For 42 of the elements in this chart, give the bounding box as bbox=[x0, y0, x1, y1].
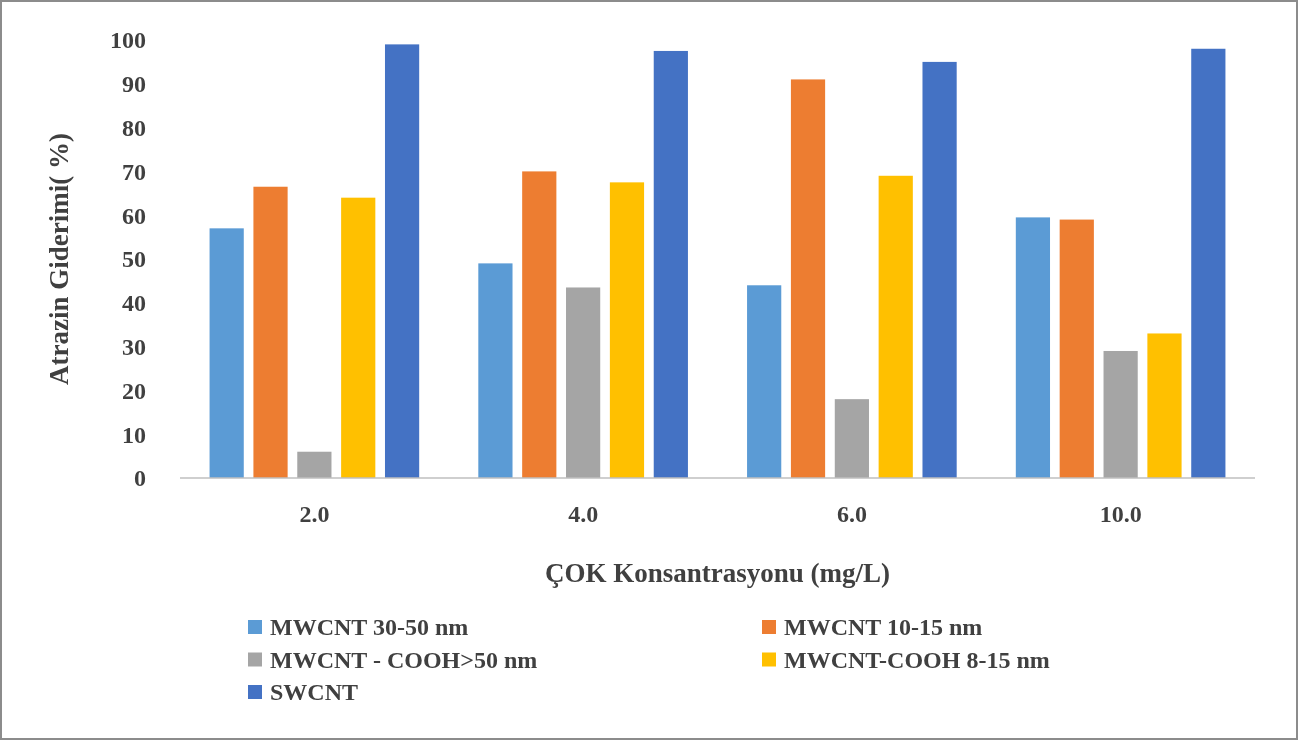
bar bbox=[1015, 217, 1051, 478]
bar bbox=[522, 171, 557, 478]
legend-label: MWCNT 30-50 nm bbox=[270, 614, 469, 641]
bar bbox=[297, 451, 332, 478]
bar bbox=[209, 228, 244, 478]
bar bbox=[609, 182, 645, 478]
y-axis-title: Atrazin Giderimi( %) bbox=[44, 133, 74, 385]
bar bbox=[878, 175, 913, 478]
bar bbox=[653, 50, 688, 478]
y-tick-label: 70 bbox=[122, 158, 146, 185]
y-tick-label: 20 bbox=[122, 377, 146, 404]
bar bbox=[566, 287, 601, 478]
bar bbox=[747, 285, 782, 478]
bar bbox=[1191, 48, 1226, 478]
bar bbox=[253, 186, 288, 478]
x-tick-label: 2.0 bbox=[299, 501, 330, 527]
y-tick-label: 50 bbox=[122, 246, 146, 273]
bar bbox=[1059, 219, 1094, 478]
x-tick-label: 10.0 bbox=[1099, 501, 1142, 527]
y-tick-label: 10 bbox=[122, 421, 146, 448]
x-tick-label: 6.0 bbox=[836, 501, 867, 527]
bar bbox=[478, 263, 513, 478]
y-tick-label: 40 bbox=[122, 290, 146, 317]
bar bbox=[384, 44, 420, 478]
y-tick-label: 30 bbox=[122, 334, 146, 360]
legend-label: SWCNT bbox=[270, 679, 359, 706]
bar bbox=[1103, 350, 1138, 478]
legend-label: MWCNT - COOH>50 nm bbox=[270, 646, 538, 673]
y-tick-label: 100 bbox=[110, 27, 146, 54]
bar bbox=[1147, 333, 1182, 478]
y-tick-label: 60 bbox=[122, 202, 146, 229]
bar bbox=[834, 399, 869, 478]
bar bbox=[790, 79, 826, 478]
y-tick-label: 90 bbox=[122, 71, 146, 98]
bar bbox=[341, 197, 376, 478]
legend-label: MWCNT-COOH 8-15 nm bbox=[784, 646, 1050, 673]
x-tick-label: 4.0 bbox=[568, 501, 599, 527]
legend-label: MWCNT 10-15 nm bbox=[784, 614, 983, 641]
y-tick-label: 80 bbox=[122, 115, 146, 141]
bar bbox=[922, 61, 957, 478]
x-axis-title: ÇOK Konsantrasyonu (mg/L) bbox=[544, 558, 891, 588]
y-tick-label: 0 bbox=[134, 465, 146, 492]
